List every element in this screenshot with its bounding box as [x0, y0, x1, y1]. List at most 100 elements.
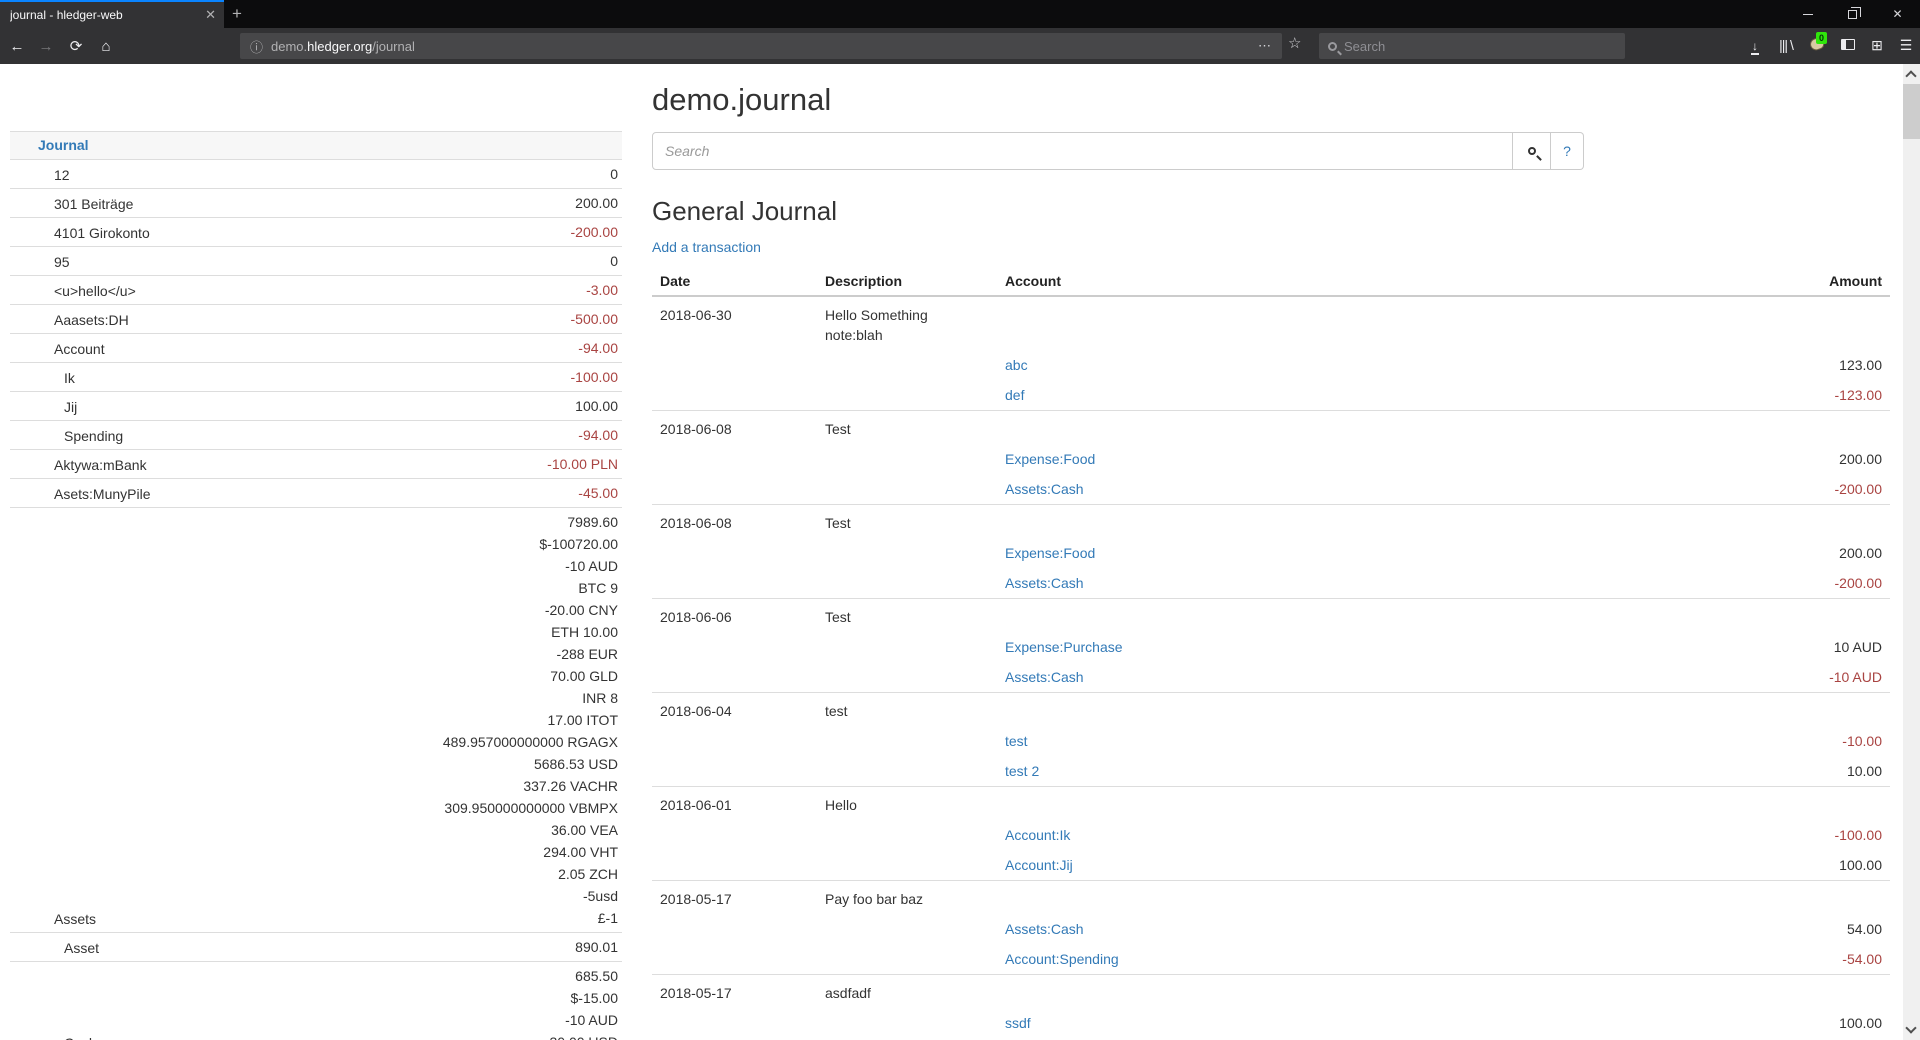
- page-actions-icon[interactable]: ⋯: [1258, 38, 1272, 53]
- sidebar-icon: [1841, 39, 1855, 50]
- sidebar-balance-line: 0: [610, 253, 618, 269]
- sidebar-account-link[interactable]: 301 Beiträge: [54, 196, 134, 212]
- sidebar-account-link[interactable]: Cash: [14, 1035, 97, 1040]
- sidebar-account-link[interactable]: Assets: [54, 911, 97, 927]
- sidebar-balance-line: 36.00 VEA: [551, 822, 618, 838]
- url-bar[interactable]: ⓘ demo.hledger.org/journal ⋯: [240, 33, 1282, 59]
- transaction-header-row[interactable]: 2018-06-01 Hello: [652, 786, 1890, 820]
- scrollbar-thumb[interactable]: [1903, 84, 1920, 139]
- col-header-date: Date: [652, 267, 817, 297]
- new-tab-button[interactable]: +: [232, 4, 242, 23]
- posting-row: Assets:Cash 54.00: [652, 914, 1890, 944]
- transaction-header-row[interactable]: 2018-06-08 Test: [652, 504, 1890, 538]
- bookmark-star-icon[interactable]: ☆: [1288, 35, 1302, 52]
- sidebar-account-link[interactable]: Account: [54, 341, 105, 357]
- posting-amount: 54.00: [1846, 921, 1882, 937]
- tab-close-icon[interactable]: ✕: [205, 7, 216, 22]
- posting-account-link[interactable]: Assets:Cash: [1005, 669, 1084, 685]
- posting-account-link[interactable]: test: [1005, 733, 1028, 749]
- library-button[interactable]: ||| \: [1779, 37, 1794, 53]
- sidebar-account-row: Cash 685.50 $-15.00 -10 AUD -30.00 USD: [10, 961, 622, 1040]
- transaction-header-row[interactable]: 2018-06-30 Hello Something note:blah: [652, 296, 1890, 350]
- transaction-header-row[interactable]: 2018-05-17 Pay foo bar baz: [652, 880, 1890, 914]
- menu-button[interactable]: ☰: [1899, 37, 1913, 53]
- sidebar-account-link[interactable]: Ik: [64, 370, 75, 386]
- posting-account-link[interactable]: Account:Jij: [1005, 857, 1073, 873]
- posting-amount: 200.00: [1839, 451, 1882, 467]
- sidebar-toggle-button[interactable]: [1837, 37, 1859, 53]
- sidebar-account-link[interactable]: Spending: [64, 428, 124, 444]
- posting-account-link[interactable]: Assets:Cash: [1005, 481, 1084, 497]
- scroll-down-icon[interactable]: [1905, 1022, 1917, 1034]
- sidebar-balance-line: -5usd: [582, 888, 618, 904]
- sidebar-balance-line: 309.950000000000 VBMPX: [444, 800, 618, 816]
- transaction-header-row[interactable]: 2018-06-08 Test: [652, 410, 1890, 444]
- sidebar-account-link[interactable]: 4101 Girokonto: [54, 225, 150, 241]
- posting-amount: -200.00: [1834, 575, 1882, 591]
- posting-account-link[interactable]: def: [1005, 387, 1025, 403]
- sidebar-account-link[interactable]: Jij: [64, 399, 78, 415]
- posting-account-link[interactable]: Assets:Cash: [1005, 575, 1084, 591]
- posting-account-link[interactable]: abc: [1005, 357, 1028, 373]
- window-minimize-button[interactable]: [1785, 0, 1830, 28]
- downloads-button[interactable]: ↓: [1751, 39, 1759, 55]
- search-submit-button[interactable]: [1513, 132, 1551, 170]
- posting-account-link[interactable]: test 2: [1005, 763, 1040, 779]
- search-input[interactable]: [652, 132, 1513, 170]
- posting-account-link[interactable]: Expense:Purchase: [1005, 639, 1123, 655]
- sidebar-account-link[interactable]: Asets:MunyPile: [54, 486, 151, 502]
- accounts-sidebar: Journal 12 0 301 Beiträge 200.00 4101 Gi…: [10, 131, 622, 1040]
- sidebar-balance-line: -20.00 CNY: [544, 602, 618, 618]
- back-button[interactable]: ←: [9, 37, 25, 55]
- sidebar-account-balance: -200.00: [279, 217, 622, 247]
- posting-account-link[interactable]: Account:Spending: [1005, 951, 1119, 967]
- window-close-button[interactable]: ✕: [1892, 7, 1903, 21]
- transaction: 2018-05-17 Pay foo bar baz Assets:Cash 54…: [652, 880, 1890, 975]
- posting-account-link[interactable]: Expense:Food: [1005, 451, 1096, 467]
- search-icon: [1328, 39, 1337, 54]
- sidebar-balance-line: 337.26 VACHR: [523, 778, 618, 794]
- transaction-header-row[interactable]: 2018-06-06 Test: [652, 598, 1890, 632]
- reload-button[interactable]: ⟳: [69, 38, 83, 55]
- apps-grid-button[interactable]: ⊞: [1871, 37, 1883, 53]
- sidebar-account-link[interactable]: Aktywa:mBank: [54, 457, 147, 473]
- journal-link[interactable]: Journal: [38, 137, 89, 153]
- sidebar-account-balance: 7989.60 $-100720.00 -10 AUD BTC 9 -20.00 CNY…: [279, 507, 622, 933]
- scroll-up-icon[interactable]: [1905, 70, 1917, 82]
- transaction-header-row[interactable]: 2018-05-17 asdfadf: [652, 974, 1890, 1008]
- forward-button[interactable]: →: [38, 37, 54, 55]
- sidebar-account-link[interactable]: 95: [54, 254, 70, 270]
- browser-tab[interactable]: journal - hledger-web ✕: [0, 0, 224, 28]
- window-restore-button[interactable]: [1830, 0, 1875, 28]
- sidebar-account-link[interactable]: 12: [54, 167, 70, 183]
- sidebar-account-balance: -3.00: [279, 275, 622, 305]
- browser-search-box[interactable]: Search: [1319, 33, 1625, 59]
- sidebar-account-link[interactable]: <u>hello</u>: [54, 283, 136, 299]
- posting-account-link[interactable]: Assets:Cash: [1005, 921, 1084, 937]
- sidebar-balance-line: 5686.53 USD: [533, 756, 618, 772]
- posting-account-link[interactable]: Expense:Food: [1005, 545, 1096, 561]
- posting-account-link[interactable]: ssdf: [1005, 1015, 1031, 1031]
- sidebar-account-balance: 0: [279, 159, 622, 189]
- search-help-button[interactable]: ?: [1551, 132, 1584, 170]
- home-button[interactable]: ⌂: [101, 37, 111, 55]
- site-info-icon[interactable]: ⓘ: [250, 39, 264, 55]
- posting-account-link[interactable]: Account:Ik: [1005, 827, 1071, 843]
- page-title: demo.journal: [652, 82, 832, 117]
- add-transaction-link[interactable]: Add a transaction: [652, 239, 761, 255]
- url-text: demo.hledger.org/journal: [271, 38, 415, 54]
- transaction-header-row[interactable]: 2018-06-04 test: [652, 692, 1890, 726]
- posting-amount: -10 AUD: [1829, 669, 1882, 685]
- sidebar-balance-line: -500.00: [570, 311, 618, 327]
- sidebar-account-link[interactable]: Aaasets:DH: [54, 312, 129, 328]
- transaction: 2018-06-06 Test Expense:Purchase 10 AUD A…: [652, 598, 1890, 693]
- transaction: 2018-06-08 Test Expense:Food 200.00 Asset…: [652, 410, 1890, 505]
- sidebar-account-link[interactable]: Asset: [64, 940, 100, 956]
- table-header-row: Date Description Account Amount: [652, 267, 1890, 297]
- transaction-date: 2018-05-17: [652, 880, 817, 914]
- page-scrollbar[interactable]: [1903, 64, 1920, 1040]
- sidebar-account-balance: 200.00: [279, 188, 622, 218]
- extension-button[interactable]: 0: [1806, 32, 1828, 53]
- sidebar-account-balance: -45.00: [279, 478, 622, 508]
- section-title: General Journal: [652, 196, 837, 226]
